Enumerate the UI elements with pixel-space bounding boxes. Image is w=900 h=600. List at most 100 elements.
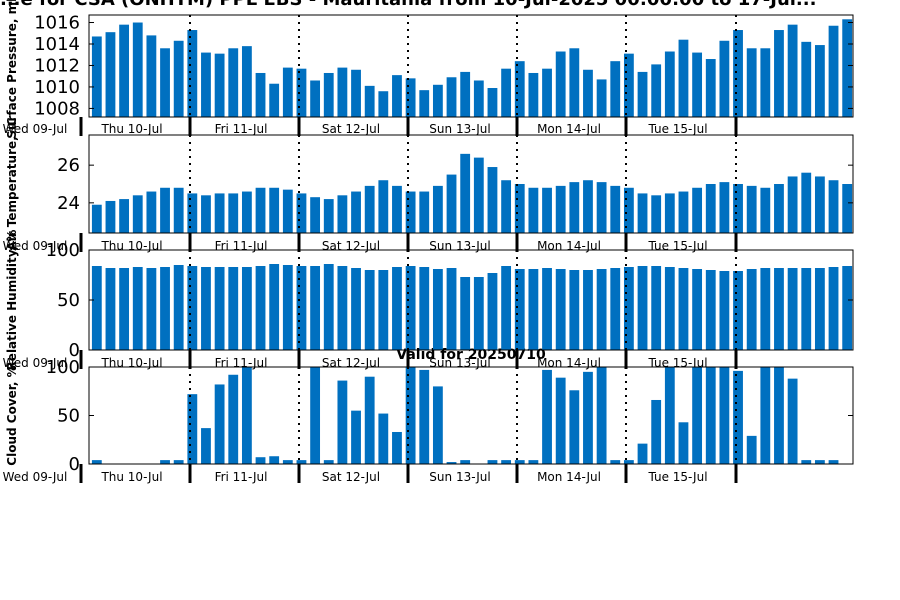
- bar: [705, 184, 716, 233]
- bar: [555, 377, 566, 464]
- bar: [651, 266, 662, 350]
- bar: [432, 84, 443, 117]
- bar: [569, 48, 580, 117]
- bar: [705, 59, 716, 117]
- bar: [241, 367, 252, 464]
- bar: [473, 277, 484, 350]
- y-axis-label: Air Temperature, °C: [5, 117, 19, 251]
- bar: [678, 39, 689, 117]
- y-tick-label: 1008: [34, 98, 80, 119]
- y-tick-label: 50: [57, 290, 80, 311]
- bar: [555, 269, 566, 350]
- valid-date-label: Valid for 20250710: [396, 347, 546, 363]
- bar: [310, 197, 321, 233]
- bar: [173, 40, 184, 117]
- bar: [91, 204, 102, 233]
- bar: [241, 267, 252, 350]
- bar: [651, 399, 662, 464]
- bar: [132, 22, 143, 117]
- bar: [542, 187, 552, 233]
- bar: [774, 367, 784, 464]
- bar: [228, 193, 239, 233]
- bar: [310, 367, 321, 464]
- bar: [514, 460, 525, 464]
- bar: [419, 90, 430, 117]
- bar: [392, 185, 402, 233]
- bar: [583, 180, 593, 233]
- bar: [542, 268, 552, 350]
- day-label: Tue 15-Jul: [647, 122, 707, 136]
- bar: [610, 268, 621, 350]
- bar: [323, 72, 334, 117]
- bar: [323, 199, 334, 233]
- day-label: Sun 13-Jul: [429, 239, 490, 253]
- bar: [473, 157, 484, 233]
- bar: [501, 266, 512, 350]
- plot-frame: [88, 134, 854, 234]
- bar: [282, 460, 293, 464]
- bar: [596, 79, 607, 117]
- bar: [214, 384, 225, 464]
- bar: [842, 266, 853, 350]
- bar: [241, 46, 252, 117]
- bar: [228, 267, 239, 350]
- bar: [719, 40, 730, 117]
- bar: [610, 185, 621, 233]
- bar: [392, 431, 402, 464]
- panel-3: 0 50 100 Relative Humidity, %Wed 09-Jul Thu …: [3, 230, 854, 370]
- bar: [733, 271, 743, 350]
- bar: [514, 61, 525, 117]
- bar: [692, 269, 703, 350]
- bar: [460, 460, 471, 464]
- bar: [255, 266, 266, 350]
- day-label: Tue 15-Jul: [647, 239, 707, 253]
- bar: [419, 191, 430, 233]
- day-label: Sun 13-Jul: [429, 356, 490, 370]
- day-label: Fri 11-Jul: [215, 470, 268, 484]
- bar: [351, 410, 361, 464]
- bar: [160, 187, 170, 233]
- day-label: Sat 12-Jul: [322, 239, 380, 253]
- bar: [432, 386, 443, 464]
- bar: [91, 36, 102, 117]
- bar: [187, 394, 198, 464]
- bar: [378, 413, 389, 464]
- bar: [432, 185, 443, 233]
- bar: [405, 266, 416, 350]
- bar: [528, 72, 539, 117]
- bar: [774, 184, 784, 233]
- bar: [596, 182, 607, 233]
- bar: [760, 367, 771, 464]
- bar: [119, 268, 130, 350]
- bar: [419, 267, 430, 350]
- day-label: Thu 10-Jul: [100, 239, 162, 253]
- bar: [733, 30, 743, 118]
- bar: [214, 193, 225, 233]
- bar: [787, 176, 798, 233]
- bar: [351, 191, 361, 233]
- day-label: Wed 09-Jul: [3, 239, 68, 253]
- bar: [760, 268, 771, 350]
- bar: [555, 185, 566, 233]
- bar: [310, 80, 321, 117]
- bar: [201, 195, 211, 233]
- bar: [623, 187, 634, 233]
- bar: [746, 48, 757, 117]
- bar: [337, 195, 348, 233]
- bar: [569, 270, 580, 350]
- bar: [160, 460, 170, 464]
- y-tick-label: 100: [46, 357, 80, 378]
- bar: [132, 267, 143, 350]
- bar: [201, 267, 211, 350]
- bar: [542, 369, 552, 464]
- day-label: Sun 13-Jul: [429, 470, 490, 484]
- bar: [405, 367, 416, 464]
- bar: [787, 268, 798, 350]
- bar: [282, 189, 293, 233]
- bar: [282, 67, 293, 117]
- bar: [187, 30, 198, 118]
- bar: [446, 462, 457, 464]
